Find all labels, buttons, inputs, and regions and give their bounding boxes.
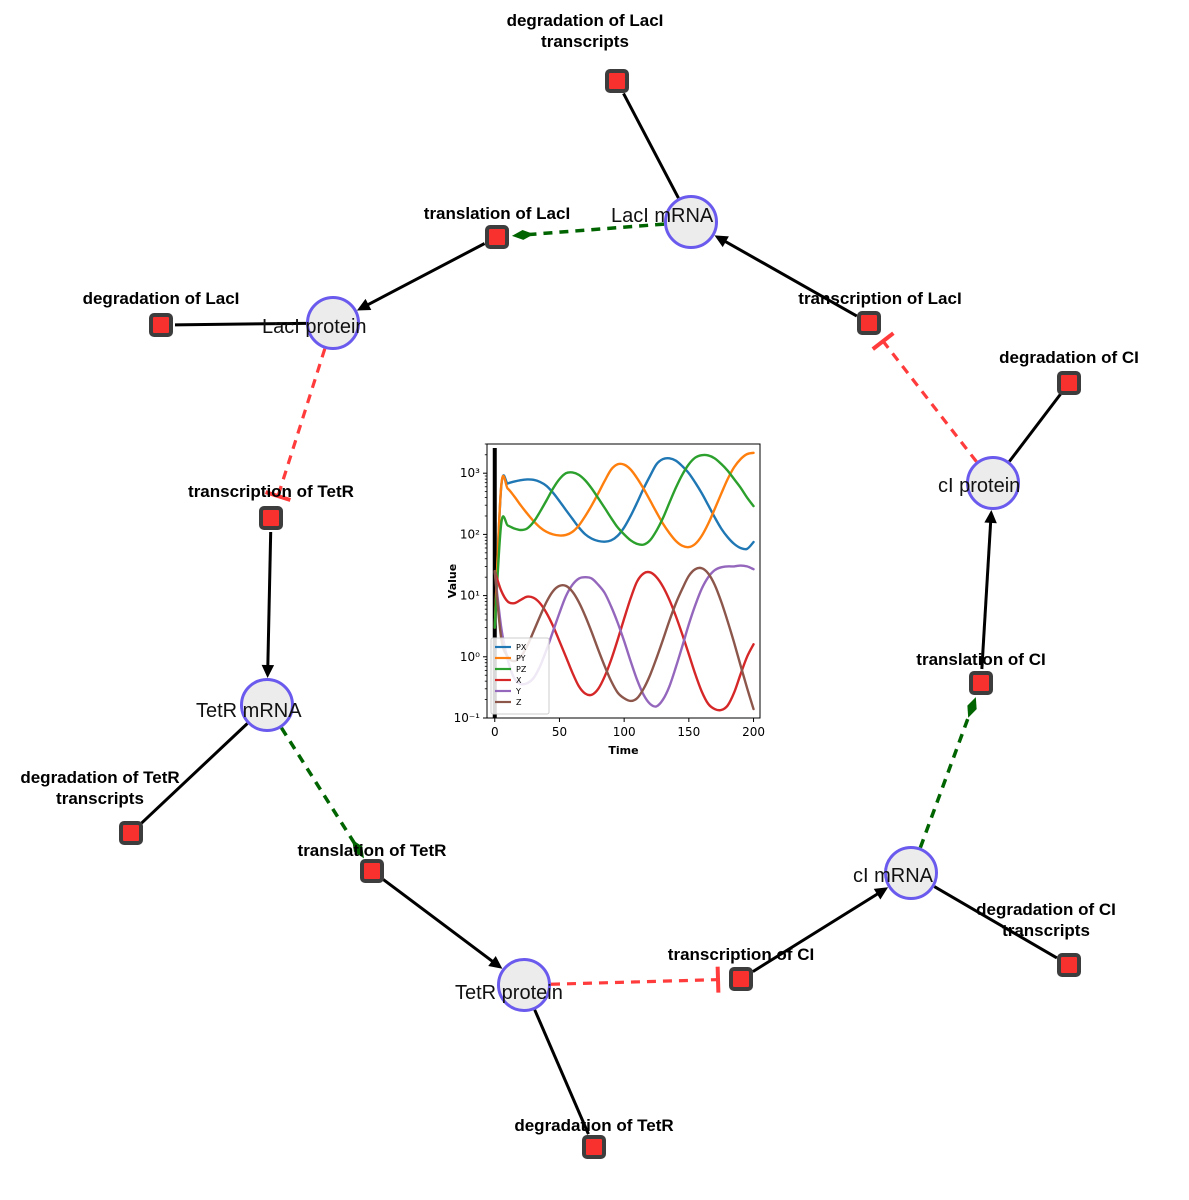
species-label-laci_protein: LacI protein bbox=[262, 316, 367, 338]
svg-text:10⁻¹: 10⁻¹ bbox=[454, 711, 481, 725]
svg-text:PZ: PZ bbox=[516, 665, 527, 674]
reaction-label-translation_ci: translation of CI bbox=[916, 650, 1046, 669]
edge-e18 bbox=[714, 235, 858, 318]
edge-e13 bbox=[933, 885, 1058, 960]
reaction-node-transcription_laci[interactable] bbox=[857, 311, 881, 335]
edge-e8 bbox=[279, 726, 364, 859]
edge-e16 bbox=[1008, 393, 1062, 463]
species-node-ci_protein[interactable] bbox=[966, 456, 1020, 510]
edge-e6 bbox=[261, 531, 275, 679]
reaction-label-deg_tetr_transcripts: degradation of TetR transcripts bbox=[20, 768, 180, 808]
edge-e1 bbox=[622, 92, 680, 199]
species-label-tetr_mrna: TetR mRNA bbox=[196, 700, 302, 722]
svg-text:10⁰: 10⁰ bbox=[460, 650, 480, 664]
reaction-label-deg_laci: degradation of LacI bbox=[82, 289, 240, 308]
reaction-label-deg_tetr: degradation of TetR bbox=[514, 1116, 674, 1135]
reaction-node-transcription_tetr[interactable] bbox=[259, 506, 283, 530]
reaction-node-deg_tetr_transcripts[interactable] bbox=[119, 821, 143, 845]
svg-text:100: 100 bbox=[613, 725, 636, 739]
svg-text:Y: Y bbox=[515, 687, 521, 696]
svg-text:10³: 10³ bbox=[460, 466, 480, 480]
reaction-node-translation_laci[interactable] bbox=[485, 225, 509, 249]
reaction-label-deg_ci_transcripts: degradation of CI transcripts bbox=[976, 900, 1116, 940]
reaction-label-translation_laci: translation of LacI bbox=[423, 204, 571, 223]
edge-e12 bbox=[752, 887, 889, 973]
species-node-tetr_protein[interactable] bbox=[497, 958, 551, 1012]
svg-text:X: X bbox=[516, 676, 522, 685]
reaction-label-transcription_laci: transcription of LacI bbox=[798, 289, 962, 308]
svg-text:10²: 10² bbox=[460, 527, 480, 541]
svg-text:PX: PX bbox=[516, 643, 527, 652]
edge-e5 bbox=[264, 348, 327, 502]
svg-text:0: 0 bbox=[491, 725, 499, 739]
reaction-node-translation_ci[interactable] bbox=[969, 671, 993, 695]
reaction-label-transcription_tetr: transcription of TetR bbox=[188, 482, 354, 501]
reaction-node-deg_ci[interactable] bbox=[1057, 371, 1081, 395]
svg-text:150: 150 bbox=[677, 725, 700, 739]
svg-text:10¹: 10¹ bbox=[460, 589, 480, 603]
edge-e10 bbox=[533, 1009, 590, 1135]
species-label-ci_protein: cI protein bbox=[938, 475, 1021, 497]
species-label-tetr_protein: TetR protein bbox=[455, 982, 563, 1004]
species-label-ci_mrna: cI mRNA bbox=[853, 865, 933, 887]
reaction-node-translation_tetr[interactable] bbox=[360, 859, 384, 883]
reaction-node-transcription_ci[interactable] bbox=[729, 967, 753, 991]
edge-e2 bbox=[511, 222, 665, 240]
svg-text:200: 200 bbox=[742, 725, 765, 739]
edge-e4 bbox=[174, 321, 307, 327]
svg-text:Value: Value bbox=[446, 564, 459, 598]
edge-e3 bbox=[356, 242, 486, 311]
svg-text:50: 50 bbox=[552, 725, 567, 739]
reaction-label-deg_ci: degradation of CI bbox=[999, 348, 1139, 367]
timecourse-inset-plot: 10⁻¹ 10⁰ 10¹ 10² 10³ 0 50 100 150 200 Time Value PX P… bbox=[440, 428, 770, 758]
reaction-node-deg_laci_transcripts[interactable] bbox=[605, 69, 629, 93]
reaction-label-translation_tetr: translation of TetR bbox=[297, 841, 447, 860]
reaction-node-deg_ci_transcripts[interactable] bbox=[1057, 953, 1081, 977]
reaction-label-deg_laci_transcripts: degradation of LacI transcripts bbox=[506, 11, 664, 51]
edge-e9 bbox=[382, 878, 503, 969]
species-node-tetr_mrna[interactable] bbox=[240, 678, 294, 732]
svg-text:PY: PY bbox=[516, 654, 526, 663]
edge-e15 bbox=[980, 509, 997, 670]
species-label-laci_mrna: LacI mRNA bbox=[611, 205, 714, 227]
svg-text:Time: Time bbox=[608, 744, 638, 757]
species-node-laci_protein[interactable] bbox=[306, 296, 360, 350]
species-node-ci_mrna[interactable] bbox=[884, 846, 938, 900]
reaction-node-deg_laci[interactable] bbox=[149, 313, 173, 337]
edge-e11 bbox=[550, 966, 722, 993]
edge-e14 bbox=[918, 697, 977, 849]
reaction-label-transcription_ci: transcription of CI bbox=[667, 945, 815, 964]
edge-e17 bbox=[871, 331, 978, 463]
reaction-node-deg_tetr[interactable] bbox=[582, 1135, 606, 1159]
svg-text:Z: Z bbox=[516, 698, 522, 707]
edge-e7 bbox=[140, 722, 249, 825]
species-node-laci_mrna[interactable] bbox=[664, 195, 718, 249]
